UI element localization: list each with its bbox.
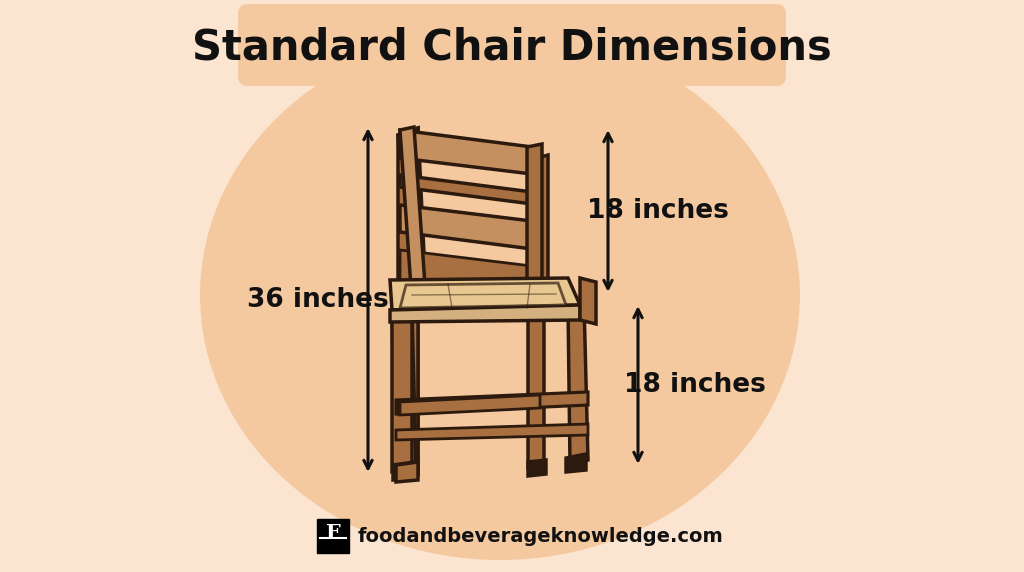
Polygon shape: [396, 424, 588, 440]
Polygon shape: [400, 283, 566, 308]
Text: Standard Chair Dimensions: Standard Chair Dimensions: [193, 27, 831, 69]
FancyBboxPatch shape: [317, 519, 349, 553]
Polygon shape: [400, 250, 540, 300]
FancyBboxPatch shape: [238, 4, 786, 86]
Polygon shape: [390, 278, 580, 310]
Ellipse shape: [200, 30, 800, 560]
Polygon shape: [390, 305, 580, 322]
Polygon shape: [392, 310, 416, 472]
Text: 36 inches: 36 inches: [247, 287, 389, 313]
Polygon shape: [400, 175, 540, 205]
Polygon shape: [396, 462, 418, 482]
Text: foodandbeverageknowledge.com: foodandbeverageknowledge.com: [358, 526, 724, 546]
Polygon shape: [528, 460, 546, 476]
Polygon shape: [398, 128, 426, 302]
Text: 18 inches: 18 inches: [624, 372, 766, 398]
Polygon shape: [398, 128, 418, 480]
Polygon shape: [580, 278, 596, 324]
Polygon shape: [566, 454, 586, 472]
Text: F: F: [326, 523, 340, 543]
Polygon shape: [398, 400, 418, 414]
Text: 18 inches: 18 inches: [587, 198, 729, 224]
Polygon shape: [530, 155, 548, 315]
Polygon shape: [527, 144, 542, 308]
Polygon shape: [393, 462, 415, 480]
Polygon shape: [400, 127, 426, 302]
Polygon shape: [392, 310, 412, 472]
Polygon shape: [398, 299, 418, 475]
Polygon shape: [400, 205, 540, 250]
Polygon shape: [400, 395, 540, 415]
Polygon shape: [396, 392, 588, 414]
Polygon shape: [568, 302, 588, 464]
Polygon shape: [528, 306, 544, 468]
Polygon shape: [400, 130, 540, 175]
